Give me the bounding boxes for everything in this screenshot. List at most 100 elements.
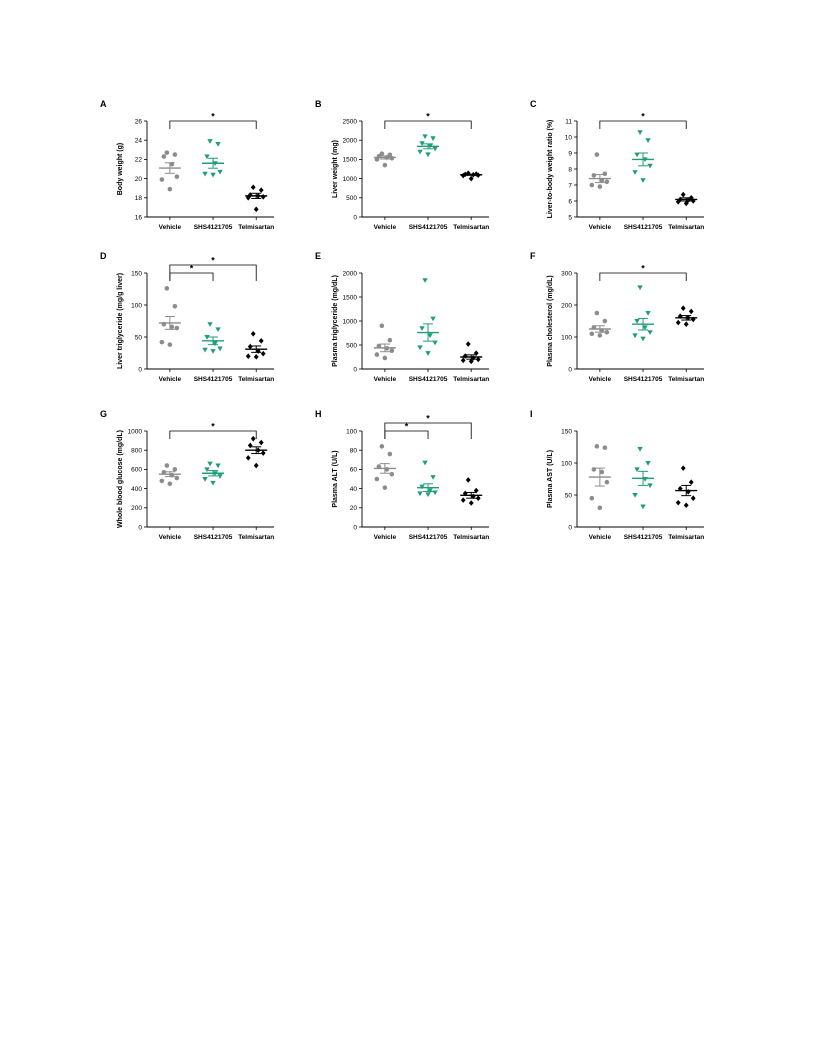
y-tick-label: 600: [131, 467, 142, 474]
series-telmisartan: [460, 341, 483, 365]
data-point: [594, 444, 600, 449]
data-point: [217, 474, 223, 479]
y-tick-label: 0: [138, 366, 142, 373]
data-point: [260, 450, 266, 456]
y-axis-label: Plasma cholesterol (mg/dL): [547, 275, 554, 366]
data-point: [215, 142, 221, 147]
panel-label: B: [315, 99, 322, 109]
data-point: [632, 333, 638, 339]
x-tick-label: Vehicle: [159, 224, 182, 231]
data-point: [637, 446, 643, 452]
data-point: [427, 333, 433, 339]
y-tick-label: 400: [131, 486, 142, 493]
data-point: [247, 192, 253, 198]
y-tick-label: 11: [565, 118, 572, 125]
data-point: [604, 479, 610, 485]
panel-B: B 0 500 1000 1500 2000 2500 Vehicle SHS4121705 Te…: [315, 99, 489, 231]
data-point: [430, 316, 436, 322]
data-point: [217, 346, 223, 352]
y-tick-label: 100: [561, 460, 572, 467]
series-shs4121705: [202, 322, 225, 354]
data-point: [215, 463, 221, 469]
y-tick-label: 150: [561, 428, 572, 435]
data-point: [159, 177, 165, 182]
data-point: [374, 157, 380, 162]
panel-E: E 0 500 1000 1500 2000 Vehicle SHS4121705 Telmis…: [315, 251, 489, 383]
data-point: [683, 321, 689, 327]
data-point: [174, 475, 180, 481]
x-tick-label: Telmisartan: [238, 224, 274, 231]
data-point: [417, 149, 423, 155]
panel-A: A 16 18 20 22 24 26 Vehicle SHS4121705 Telmisarta…: [100, 99, 274, 231]
x-tick-label: SHS4121705: [624, 534, 663, 541]
data-point: [602, 318, 608, 324]
significance-star: *: [190, 264, 194, 274]
data-point: [161, 469, 167, 475]
data-point: [680, 191, 686, 198]
data-point: [422, 278, 428, 283]
data-point: [376, 464, 382, 469]
y-axis-label: Plasma triglyceride (mg/dL): [332, 275, 339, 367]
y-tick-label: 1500: [343, 294, 358, 301]
data-point: [589, 495, 595, 501]
data-point: [591, 173, 597, 178]
data-point: [675, 499, 681, 506]
data-point: [253, 206, 259, 213]
data-point: [172, 152, 178, 157]
y-tick-label: 200: [561, 302, 572, 309]
y-tick-label: 1500: [343, 157, 358, 164]
data-point: [204, 467, 210, 473]
data-point: [164, 150, 170, 155]
significance-star: *: [211, 112, 215, 122]
panel-label: F: [530, 251, 536, 261]
data-point: [167, 481, 173, 487]
data-point: [602, 445, 608, 450]
series-telmisartan: [245, 331, 268, 360]
significance-star: *: [641, 112, 645, 122]
significance-bracket: [599, 120, 687, 129]
y-axis-label: Liver weight (mg): [332, 140, 339, 198]
y-tick-label: 2500: [343, 118, 358, 125]
series-telmisartan: [675, 191, 698, 207]
data-point: [589, 182, 595, 188]
y-tick-label: 50: [565, 492, 573, 499]
data-point: [250, 435, 256, 442]
y-tick-label: 0: [568, 524, 572, 531]
data-point: [465, 341, 471, 347]
data-point: [204, 154, 210, 160]
data-point: [675, 319, 681, 326]
y-tick-label: 500: [346, 195, 357, 202]
significance-star: *: [211, 256, 215, 266]
data-point: [642, 325, 648, 331]
data-point: [389, 348, 395, 354]
panel-label: H: [315, 409, 322, 419]
data-point: [382, 485, 388, 490]
y-tick-label: 26: [135, 118, 143, 125]
data-point: [247, 343, 253, 350]
data-point: [172, 303, 178, 309]
data-point: [258, 439, 264, 446]
data-point: [460, 357, 466, 364]
data-point: [597, 505, 603, 511]
series-shs4121705: [417, 134, 440, 158]
data-point: [468, 358, 474, 365]
y-tick-label: 100: [561, 334, 572, 341]
data-point: [647, 330, 653, 335]
series-shs4121705: [202, 461, 225, 486]
data-point: [690, 495, 696, 501]
data-point: [374, 352, 380, 357]
panel-C: C 5 6 7 8 9 10 11 Vehicle SHS4121705 Telmisartan Li…: [530, 99, 704, 231]
data-point: [379, 444, 385, 449]
y-tick-label: 22: [135, 157, 143, 164]
data-point: [159, 478, 165, 484]
series-vehicle: [158, 463, 181, 487]
series-telmisartan: [675, 305, 698, 327]
data-point: [207, 322, 213, 327]
data-point: [207, 461, 213, 467]
data-point: [432, 146, 438, 152]
data-point: [202, 347, 208, 353]
series-telmisartan: [245, 184, 268, 213]
y-tick-label: 100: [346, 428, 357, 435]
significance-bracket: [169, 120, 257, 129]
data-point: [425, 351, 431, 356]
